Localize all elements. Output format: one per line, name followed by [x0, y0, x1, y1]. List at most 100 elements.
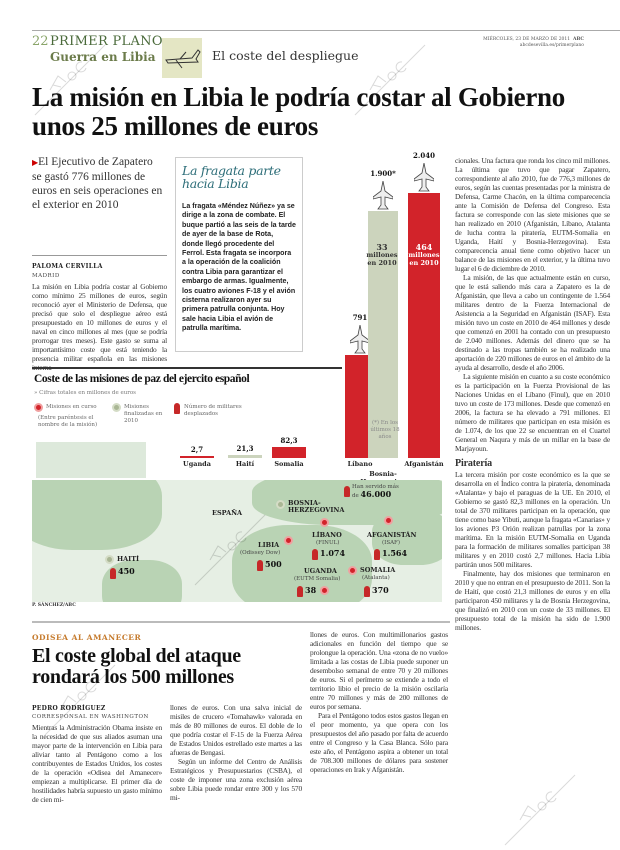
- second-column-1: Mientras la Administración Obama insiste…: [32, 723, 162, 804]
- uganda-marker-icon: [320, 586, 329, 595]
- paragraph: llones de euros. Con una salva inicial d…: [170, 703, 302, 757]
- label-spain: ESPAÑA: [212, 509, 243, 517]
- label-somalia: SOMALIA: [360, 566, 396, 574]
- annotation-value: 33: [376, 242, 388, 252]
- soldier-icon: [110, 568, 116, 579]
- bar-category-label: Uganda: [183, 460, 211, 468]
- body-column-1: La misión en Libia podría costar al Gobi…: [32, 282, 167, 372]
- footnote: (*) En los últimos 18 años: [370, 420, 400, 440]
- world-map: ESPAÑA BOSNIA-HERZEGOVINA Han servido má…: [32, 480, 442, 602]
- kicker: ODISEA AL AMANECER: [32, 633, 142, 642]
- bar-0: [180, 456, 214, 458]
- soldier-icon: [174, 403, 180, 414]
- soldier-icon: [257, 560, 263, 571]
- date: MIÉRCOLES, 23 DE MARZO DE 2011: [483, 37, 571, 42]
- legend-finished-label: Misiones finalizadas en 2010: [124, 404, 163, 424]
- label-uganda: UGANDA: [304, 567, 337, 575]
- somalia-mission: (Atalanta): [362, 575, 390, 581]
- bosnia-troops: 46.000: [360, 489, 392, 499]
- page-number: 22: [32, 34, 49, 49]
- section-name: PRIMER PLANO: [50, 34, 163, 49]
- section-url[interactable]: abcdesevilla.es/primerplano: [519, 43, 584, 48]
- middle-east-land: [372, 510, 442, 565]
- bosnia-note: Han servido más de 46.000: [352, 484, 407, 500]
- soldier-icon: [312, 549, 318, 560]
- chart-title: Coste de las misiones de paz del ejercit…: [34, 373, 250, 385]
- uganda-mission: (EUTM Somalia): [294, 576, 341, 582]
- chart-rule: [32, 367, 342, 369]
- top-rule: [32, 30, 620, 31]
- paragraph: La misión, de las que actualmente están …: [455, 273, 610, 372]
- south-america-land: [102, 560, 182, 602]
- chart-subtitle: » Cifras totales en millones de euros: [34, 390, 137, 396]
- bar-value-label: 21,3: [236, 444, 254, 454]
- lead-divider: [32, 255, 167, 256]
- bosnia-marker-icon: [276, 500, 285, 509]
- paragraph: llones de euros. Con multimillonarios ga…: [310, 630, 448, 711]
- second-author: PEDRO RODRÍGUEZ: [32, 705, 106, 712]
- bar-category-label: Líbano: [347, 460, 373, 468]
- afganistan-mission: (ISAF): [382, 540, 401, 546]
- subhead-pirateria: Piratería: [455, 458, 492, 469]
- abc-watermark-icon: [504, 774, 576, 846]
- annotation-year: en 2010: [409, 258, 439, 267]
- label-libia: LIBIA: [258, 541, 280, 549]
- label-bosnia: BOSNIA-HERZEGOVINA: [288, 499, 345, 514]
- chart-subtitle-text: Cifras totales en millones de euros: [39, 390, 137, 396]
- bar-4: [368, 211, 398, 458]
- date-line: MIÉRCOLES, 23 DE MARZO DE 2011 ABC abcde…: [483, 37, 584, 49]
- north-america-land: [32, 480, 162, 550]
- libano-troops: 1.074: [320, 548, 346, 558]
- haiti-troops: 450: [118, 566, 135, 576]
- bar-category-label: Afganistán: [404, 460, 444, 468]
- bar-value-label: 2.040: [413, 150, 435, 160]
- brand: ABC: [573, 37, 584, 42]
- second-location: CORRESPONSAL EN WASHINGTON: [32, 714, 149, 720]
- annotation-year: en 2010: [367, 258, 397, 267]
- triangle-bullet-icon: ▶: [32, 158, 39, 167]
- bar-5: [408, 192, 440, 458]
- libya-plane-logo-icon: [162, 38, 202, 78]
- soldier-icon: [374, 549, 380, 560]
- afganistan-marker-icon: [384, 516, 393, 525]
- label-libano: LÍBANO: [312, 531, 342, 539]
- bar-value-label: 1.900*: [370, 169, 396, 178]
- paragraph: La tercera misión por coste económico es…: [455, 470, 610, 569]
- finished-marker-icon: [112, 403, 121, 412]
- main-headline: La misión en Libia le podría costar al G…: [32, 82, 565, 141]
- paragraph: cionales. Una factura que ronda los cinc…: [455, 156, 610, 273]
- afganistan-troops: 1.564: [382, 548, 408, 558]
- libano-marker-icon: [320, 518, 329, 527]
- bar-1: [228, 455, 262, 458]
- author: PALOMA CERVILLA: [32, 263, 103, 270]
- paragraph: La siguiente misión en cuanto a su coste…: [455, 372, 610, 453]
- lead-summary: ▶El Ejecutivo de Zapatero se gastó 776 m…: [32, 155, 164, 212]
- second-column-3: llones de euros. Con multimillonarios ga…: [310, 630, 448, 774]
- bosnia-note-text: Han servido más de: [352, 484, 399, 499]
- annotation-unit: millones: [366, 251, 398, 259]
- legend-ongoing-note: (Entre paréntesis el nombre de la misión…: [38, 415, 98, 428]
- bar-category-label: Somalia: [274, 460, 304, 468]
- ongoing-marker-icon: [34, 403, 43, 412]
- fighter-jet-icon: [349, 325, 371, 355]
- second-headline: El coste global del ataque rondará los 5…: [32, 645, 241, 688]
- soldier-icon: [344, 486, 350, 497]
- topic-title: El coste del despliegue: [212, 48, 359, 63]
- subsection-name: Guerra en Libia: [50, 50, 156, 64]
- paragraph: Para el Pentágono todos estos gastos lle…: [310, 711, 449, 774]
- libia-marker-icon: [284, 536, 293, 545]
- label-haiti: HAITÍ: [117, 555, 140, 563]
- location: MADRID: [32, 273, 60, 279]
- bar-2: [272, 447, 306, 458]
- sidebar-text: La fragata «Méndez Núñez» ya se dirige a…: [182, 202, 296, 333]
- soldiers-photo: [36, 442, 146, 478]
- legend-ongoing-label: Misiones en curso: [46, 404, 97, 410]
- libia-mission: (Odissey Dow): [240, 550, 281, 556]
- lead-text: El Ejecutivo de Zapatero se gastó 776 mi…: [32, 156, 163, 211]
- label-afganistan: AFGANISTÁN: [367, 531, 417, 539]
- fighter-jet-icon: [413, 162, 435, 193]
- annotation-unit: millones: [408, 251, 440, 259]
- haiti-marker-icon: [105, 555, 114, 564]
- libano-mission: (FINUL): [316, 540, 340, 546]
- afganistan-annotation: 464 millones en 2010: [406, 243, 442, 267]
